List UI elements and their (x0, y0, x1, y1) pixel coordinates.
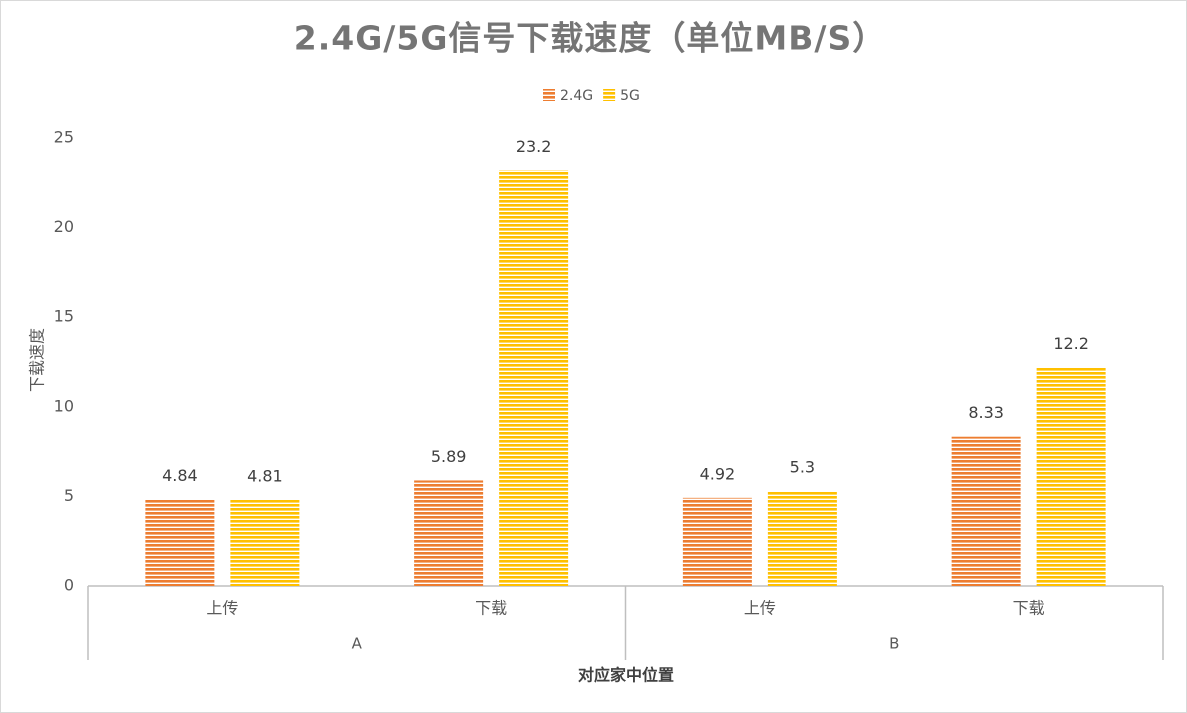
x-tick-label: 上传 (744, 599, 776, 618)
bar (499, 170, 569, 587)
y-axis-title: 下载速度 (28, 328, 47, 392)
bar (414, 480, 484, 586)
value-label: 8.33 (968, 403, 1004, 422)
bar (1036, 367, 1106, 586)
y-tick-label: 15 (54, 307, 74, 326)
value-label: 5.89 (431, 447, 467, 466)
x-tick-label: 下载 (1013, 599, 1045, 618)
x-tick-label: 上传 (206, 599, 238, 618)
legend-label: 5G (620, 88, 640, 104)
bar (767, 491, 837, 586)
value-label: 4.84 (162, 466, 198, 485)
chart-title: 2.4G/5G信号下载速度（单位MB/S） (294, 19, 886, 58)
bar (951, 436, 1021, 586)
bar (230, 499, 300, 586)
y-tick-label: 25 (54, 128, 74, 147)
value-label: 4.92 (700, 464, 736, 483)
legend-swatch (603, 89, 616, 101)
value-label: 4.81 (247, 466, 283, 485)
y-tick-label: 20 (54, 217, 74, 236)
value-label: 12.2 (1053, 334, 1089, 353)
legend-label: 2.4G (560, 88, 593, 104)
y-tick-label: 0 (64, 576, 74, 595)
x-tick-label: 下载 (475, 599, 507, 618)
value-label: 23.2 (516, 137, 552, 156)
x-axis-title: 对应家中位置 (578, 666, 674, 685)
bar (682, 497, 752, 586)
group-label: B (889, 635, 899, 653)
y-tick-label: 10 (54, 396, 74, 415)
y-tick-label: 5 (64, 486, 74, 505)
value-label: 5.3 (790, 458, 815, 477)
group-label: A (352, 635, 363, 653)
bar (145, 499, 215, 586)
legend-swatch (543, 89, 555, 101)
